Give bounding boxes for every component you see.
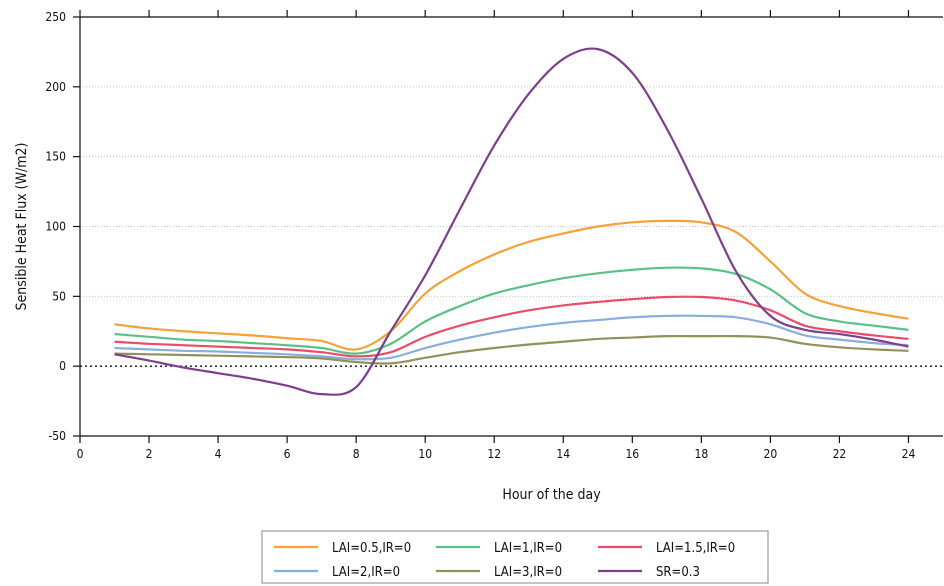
x-tick-label: 12 [487, 447, 501, 461]
series-line-lai-3-ir-0 [114, 334, 909, 365]
x-tick-label: 24 [902, 447, 916, 461]
x-tick-label: 10 [418, 447, 432, 461]
x-tick-label: 14 [556, 447, 570, 461]
y-axis-label: Sensible Heat Flux (W/m2) [14, 143, 30, 311]
x-tick-label: 22 [833, 447, 847, 461]
legend: LAI=0.5,IR=0 LAI=1,IR=0 LAI=1.5,IR=0 LAI=2,… [261, 530, 769, 584]
legend-label-lai-3-ir-0: LAI=3,IR=0 [494, 565, 562, 580]
y-tick-label: 250 [45, 10, 66, 24]
y-tick-label: -50 [48, 429, 66, 443]
x-tick-label: 16 [625, 447, 639, 461]
legend-label-sr-0-3: SR=0.3 [656, 565, 700, 580]
x-tick-label: 2 [146, 447, 153, 461]
y-tick-label: 50 [52, 289, 66, 303]
x-tick-label: 0 [77, 447, 84, 461]
x-tick-label: 4 [215, 447, 222, 461]
x-axis-label: Hour of the day [502, 487, 601, 503]
series-line-lai-2-ir-0 [114, 314, 909, 361]
x-tick-label: 8 [353, 447, 360, 461]
x-tick-label: 18 [694, 447, 708, 461]
series-lines [114, 47, 909, 396]
legend-label-lai-0-5-ir-0: LAI=0.5,IR=0 [332, 541, 411, 556]
series-line-lai-1-ir-0 [114, 266, 909, 355]
y-tick-label: 200 [45, 80, 66, 94]
y-tick-label: 100 [45, 220, 66, 234]
legend-box [261, 530, 769, 584]
legend-label-lai-1-ir-0: LAI=1,IR=0 [494, 541, 562, 556]
legend-label-lai-1-5-ir-0: LAI=1.5,IR=0 [656, 541, 735, 556]
series-line-lai-1-5-ir-0 [114, 295, 909, 358]
y-tick-label: 0 [59, 359, 66, 373]
series-line-lai-0-5-ir-0 [114, 219, 909, 351]
series-line-sr-0-3 [114, 47, 909, 396]
x-tick-label: 6 [284, 447, 291, 461]
x-tick-label: 20 [764, 447, 778, 461]
y-tick-label: 150 [45, 150, 66, 164]
gridlines [80, 86, 943, 367]
legend-label-lai-2-ir-0: LAI=2,IR=0 [332, 565, 400, 580]
